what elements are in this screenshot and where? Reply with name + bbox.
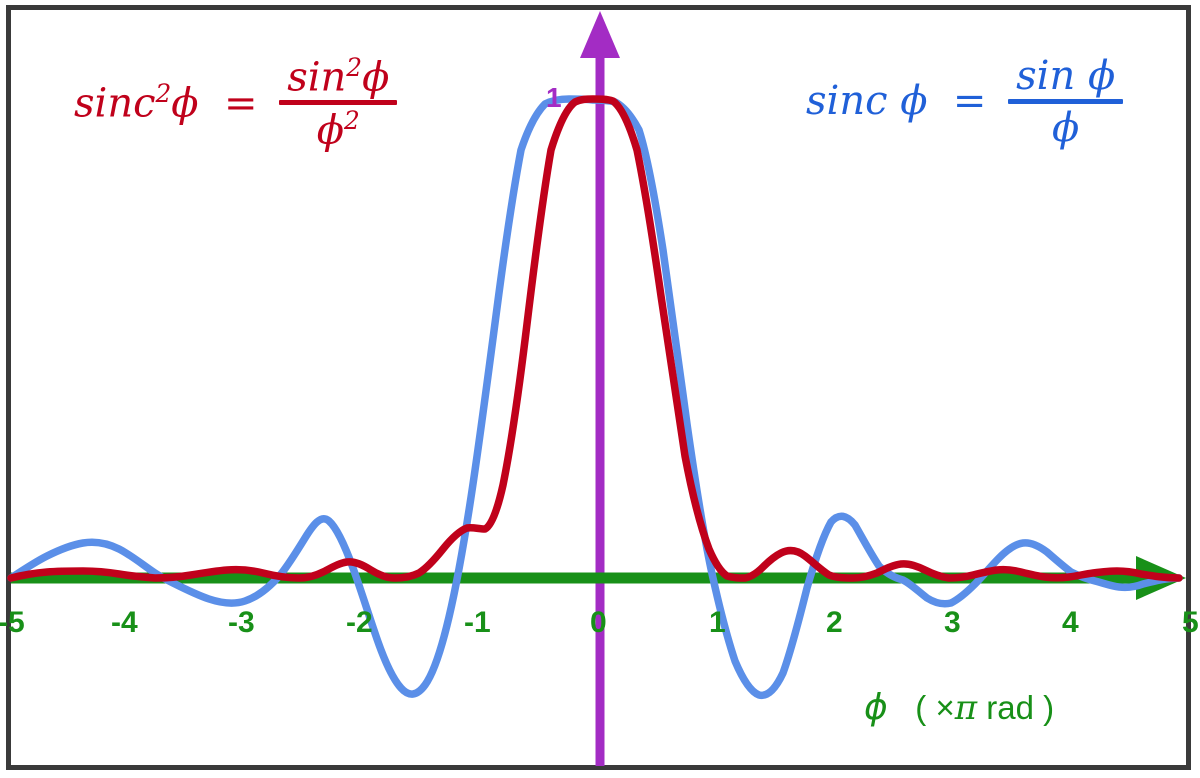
caption-phi: ϕ — [864, 687, 888, 728]
y-axis-peak-label: 1 — [546, 82, 562, 113]
sinc2-lhs: sinc — [74, 79, 156, 126]
caption-close-paren: ) — [1043, 689, 1055, 726]
sinc2-num-var: ϕ — [362, 54, 390, 101]
sinc2-num-sin: sin — [287, 54, 347, 101]
sinc-equals: = — [952, 78, 987, 124]
sinc2-fraction: sin2ϕ ϕ2 — [279, 53, 398, 151]
sinc2-fraction-bar — [279, 100, 398, 106]
formula-sinc: sinc ϕ = sin ϕ ϕ — [806, 55, 1124, 151]
sinc-num-sin: sin — [1016, 53, 1076, 99]
caption-pi: π — [954, 688, 978, 728]
sinc2-lhs-exponent: 2 — [155, 78, 172, 108]
sinc-denominator: ϕ — [1052, 105, 1080, 151]
y-axis — [580, 11, 620, 766]
xtick-label-3: 3 — [944, 606, 961, 639]
sinc2-num-exponent: 2 — [346, 53, 363, 82]
sinc-lhs: sinc — [806, 78, 888, 124]
formula-sinc-squared: sinc2ϕ = sin2ϕ ϕ2 — [74, 53, 398, 151]
xtick-label-5: 5 — [1182, 606, 1199, 639]
caption-times: × — [935, 689, 955, 726]
sinc2-denominator: ϕ2 — [279, 105, 397, 150]
xtick-label-neg5: -5 — [0, 606, 25, 639]
y-axis-arrowhead — [580, 11, 620, 58]
xtick-label-neg4: -4 — [111, 606, 138, 639]
sinc-fraction-bar — [1008, 99, 1124, 104]
caption-open-paren: ( — [915, 689, 927, 726]
caption-unit: rad — [986, 689, 1034, 726]
xtick-label-0: 0 — [590, 606, 607, 639]
xtick-label-1: 1 — [709, 606, 726, 639]
sinc-fraction: sin ϕ ϕ — [1008, 56, 1124, 151]
sinc-lhs-var: ϕ — [900, 78, 928, 124]
sinc-numerator: sin ϕ — [1008, 56, 1123, 99]
sinc-num-var: ϕ — [1087, 53, 1116, 99]
series-sinc-squared-curve — [7, 95, 1183, 582]
sinc2-den-var: ϕ — [316, 107, 345, 154]
xtick-label-2: 2 — [826, 606, 843, 639]
sinc2-equals: = — [223, 79, 258, 126]
sinc2-numerator: sin2ϕ — [279, 53, 397, 101]
sinc2-den-exponent: 2 — [344, 106, 360, 136]
xtick-label-neg3: -3 — [228, 606, 255, 639]
xtick-label-neg1: -1 — [464, 606, 491, 639]
x-axis-caption: ϕ ( ×π rad ) — [864, 690, 1054, 726]
sinc2-lhs-var: ϕ — [171, 79, 199, 126]
xtick-label-4: 4 — [1062, 606, 1079, 639]
xtick-label-neg2: -2 — [346, 606, 373, 639]
